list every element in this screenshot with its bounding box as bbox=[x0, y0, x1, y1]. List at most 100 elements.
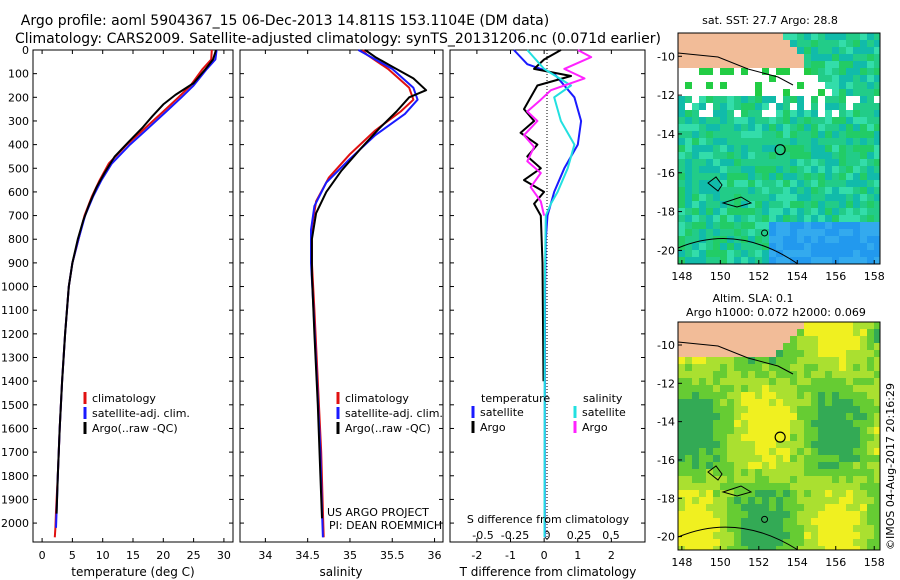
map-cell bbox=[748, 187, 755, 194]
map-cell bbox=[811, 166, 818, 173]
map-cell bbox=[727, 61, 734, 68]
map-cell bbox=[678, 329, 685, 336]
map-cell bbox=[839, 420, 846, 427]
map-cell bbox=[867, 385, 874, 392]
map-cell bbox=[818, 243, 825, 250]
map-cell bbox=[762, 546, 769, 550]
x-tick-label: 5 bbox=[69, 549, 76, 562]
map-cell bbox=[769, 329, 776, 336]
map-cell bbox=[727, 343, 734, 350]
map-cell bbox=[832, 33, 839, 40]
map-cell bbox=[727, 33, 734, 40]
map-cell bbox=[741, 222, 748, 229]
map-cell bbox=[818, 448, 825, 455]
map-cell bbox=[832, 131, 839, 138]
map-cell bbox=[762, 68, 769, 75]
map-cell bbox=[699, 40, 706, 47]
map-cell bbox=[811, 257, 818, 264]
map-cell bbox=[685, 434, 692, 441]
map-cell bbox=[720, 490, 727, 497]
map-cell bbox=[804, 322, 811, 329]
map-cell bbox=[783, 187, 790, 194]
map-cell bbox=[853, 180, 860, 187]
map-cell bbox=[790, 110, 797, 117]
map-cell bbox=[741, 399, 748, 406]
map-cell bbox=[727, 378, 734, 385]
map-cell bbox=[790, 152, 797, 159]
map-cell bbox=[853, 110, 860, 117]
map-cell bbox=[748, 159, 755, 166]
map-cell bbox=[762, 343, 769, 350]
map-cell bbox=[776, 215, 783, 222]
map-cell bbox=[748, 497, 755, 504]
map-cell bbox=[699, 131, 706, 138]
map-cell bbox=[748, 371, 755, 378]
map-cell bbox=[825, 180, 832, 187]
map-cell bbox=[846, 336, 853, 343]
lon-tick-label: 148 bbox=[671, 270, 692, 283]
map-cell bbox=[699, 497, 706, 504]
map-cell bbox=[762, 75, 769, 82]
map-cell bbox=[741, 322, 748, 329]
map-cell bbox=[734, 420, 741, 427]
map-cell bbox=[776, 490, 783, 497]
map-cell bbox=[790, 187, 797, 194]
map-cell bbox=[685, 406, 692, 413]
map-cell bbox=[713, 511, 720, 518]
map-cell bbox=[818, 399, 825, 406]
map-cell bbox=[727, 532, 734, 539]
map-cell bbox=[734, 208, 741, 215]
map-cell bbox=[832, 420, 839, 427]
map-cell bbox=[867, 420, 874, 427]
map-cell bbox=[874, 336, 880, 343]
map-cell bbox=[818, 89, 825, 96]
x-tick-label: 10 bbox=[96, 549, 110, 562]
map-cell bbox=[776, 138, 783, 145]
header-line2: Climatology: CARS2009. Satellite-adjuste… bbox=[15, 31, 661, 47]
map-cell bbox=[755, 33, 762, 40]
map-cell bbox=[755, 131, 762, 138]
map-cell bbox=[874, 229, 880, 236]
map-cell bbox=[762, 364, 769, 371]
map-cell bbox=[748, 40, 755, 47]
x-tick-label: 15 bbox=[126, 549, 140, 562]
map-cell bbox=[846, 103, 853, 110]
map-cell bbox=[804, 525, 811, 532]
map-cell bbox=[734, 441, 741, 448]
map-cell bbox=[867, 152, 874, 159]
map-cell bbox=[825, 89, 832, 96]
map-cell bbox=[776, 399, 783, 406]
map-cell bbox=[748, 399, 755, 406]
map-cell bbox=[825, 399, 832, 406]
lat-tick-label: -20 bbox=[657, 531, 675, 544]
map-cell bbox=[692, 187, 699, 194]
map-cell bbox=[825, 208, 832, 215]
map-cell bbox=[713, 40, 720, 47]
depth-tick-label: 200 bbox=[8, 91, 29, 104]
map-cell bbox=[762, 497, 769, 504]
sla-map-subtitle: Argo h1000: 0.072 h2000: 0.069 bbox=[686, 306, 866, 319]
map-cell bbox=[685, 469, 692, 476]
map-cell bbox=[713, 89, 720, 96]
map-cell bbox=[860, 229, 867, 236]
map-cell bbox=[720, 173, 727, 180]
map-cell bbox=[825, 145, 832, 152]
difference-t-axis: -2 -1 0 1 2 bbox=[471, 50, 615, 562]
map-cell bbox=[692, 490, 699, 497]
map-cell bbox=[818, 371, 825, 378]
map-cell bbox=[762, 159, 769, 166]
argo-position-marker bbox=[774, 431, 786, 443]
map-cell bbox=[762, 511, 769, 518]
map-cell bbox=[748, 180, 755, 187]
map-cell bbox=[755, 490, 762, 497]
map-cell bbox=[720, 110, 727, 117]
map-cell bbox=[804, 145, 811, 152]
map-cell bbox=[811, 399, 818, 406]
map-cell bbox=[818, 194, 825, 201]
map-cell bbox=[776, 469, 783, 476]
map-cell bbox=[776, 406, 783, 413]
depth-tick-label: 900 bbox=[8, 257, 29, 270]
map-cell bbox=[797, 110, 804, 117]
map-cell bbox=[811, 546, 818, 550]
map-cell bbox=[699, 159, 706, 166]
